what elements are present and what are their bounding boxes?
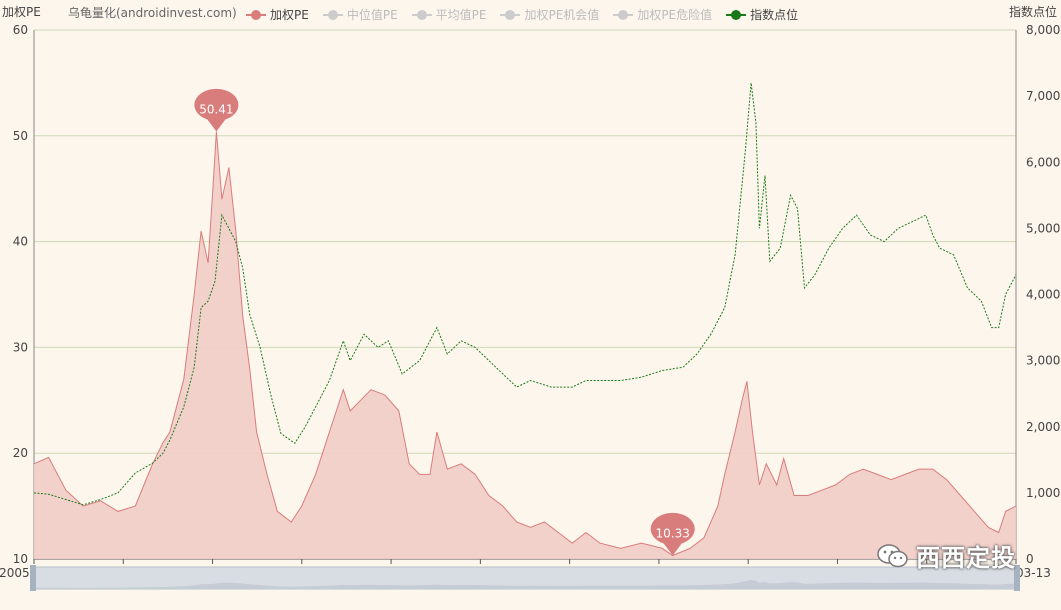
y-right-tick-label: 5,000 [1026, 221, 1060, 235]
legend-label: 指数点位 [750, 8, 799, 22]
annotation-label: 50.41 [199, 102, 233, 116]
legend-marker-icon [613, 9, 634, 21]
y-right-tick-label: 2,000 [1026, 420, 1060, 434]
annotation-pin [650, 512, 695, 556]
legend-label: 加权PE机会值 [524, 8, 600, 22]
y-left-tick-label: 30 [13, 340, 28, 354]
y-right-tick-label: 4,000 [1026, 288, 1060, 302]
y-right-tick-label: 8,000 [1026, 23, 1060, 37]
right-axis-title: 指数点位 [1008, 5, 1057, 19]
legend-marker-icon [726, 9, 747, 21]
wechat-account-name: 西西定投 [916, 544, 1016, 572]
legend: 加权PE 中位值PE 平均值PE 加权PE机会值 加权PE危险值 指数点位 [246, 6, 798, 23]
y-right-tick-label: 3,000 [1026, 354, 1060, 368]
legend-marker-icon [246, 9, 266, 21]
legend-label: 中位值PE [346, 8, 398, 22]
annotation-pin [194, 88, 239, 132]
legend-item-danger-pe[interactable]: 加权PE危险值 [613, 6, 712, 23]
legend-item-index-points[interactable]: 指数点位 [726, 6, 798, 23]
legend-marker-icon [500, 9, 521, 21]
legend-item-median-pe[interactable]: 中位值PE [322, 6, 398, 23]
y-left-tick-label: 60 [13, 23, 28, 37]
y-left-tick-label: 20 [13, 446, 28, 460]
legend-label: 加权PE危险值 [637, 8, 713, 22]
index-line [33, 82, 1017, 506]
zoom-slider-preview [34, 580, 1016, 589]
y-right-tick-label: 6,000 [1026, 155, 1060, 169]
y-left-tick-label: 50 [13, 129, 28, 143]
legend-item-average-pe[interactable]: 平均值PE [411, 6, 487, 23]
zoom-handle-left[interactable] [30, 565, 36, 591]
annotation-label: 10.33 [656, 527, 690, 541]
pe-area [34, 131, 1016, 559]
y-left-tick-label: 40 [13, 235, 28, 249]
legend-marker-icon [411, 9, 432, 21]
watermark-text: 乌龟量化(androidinvest.com) [68, 6, 237, 20]
legend-marker-icon [322, 9, 343, 21]
pe-line [33, 131, 1017, 557]
zoom-handle-right[interactable] [1014, 565, 1020, 591]
legend-item-opportunity-pe[interactable]: 加权PE机会值 [500, 6, 599, 23]
left-axis-title: 加权PE [2, 5, 41, 19]
y-left-tick-label: 10 [13, 552, 28, 566]
y-right-tick-label: 1,000 [1026, 486, 1060, 500]
y-right-tick-label: 0 [1026, 552, 1034, 566]
legend-label: 平均值PE [435, 8, 487, 22]
legend-label: 加权PE [270, 8, 309, 22]
legend-item-weighted-pe[interactable]: 加权PE [246, 6, 309, 23]
y-right-tick-label: 7,000 [1026, 89, 1060, 103]
wechat-watermark: 西西定投 [876, 538, 1016, 573]
wechat-icon [877, 543, 908, 567]
